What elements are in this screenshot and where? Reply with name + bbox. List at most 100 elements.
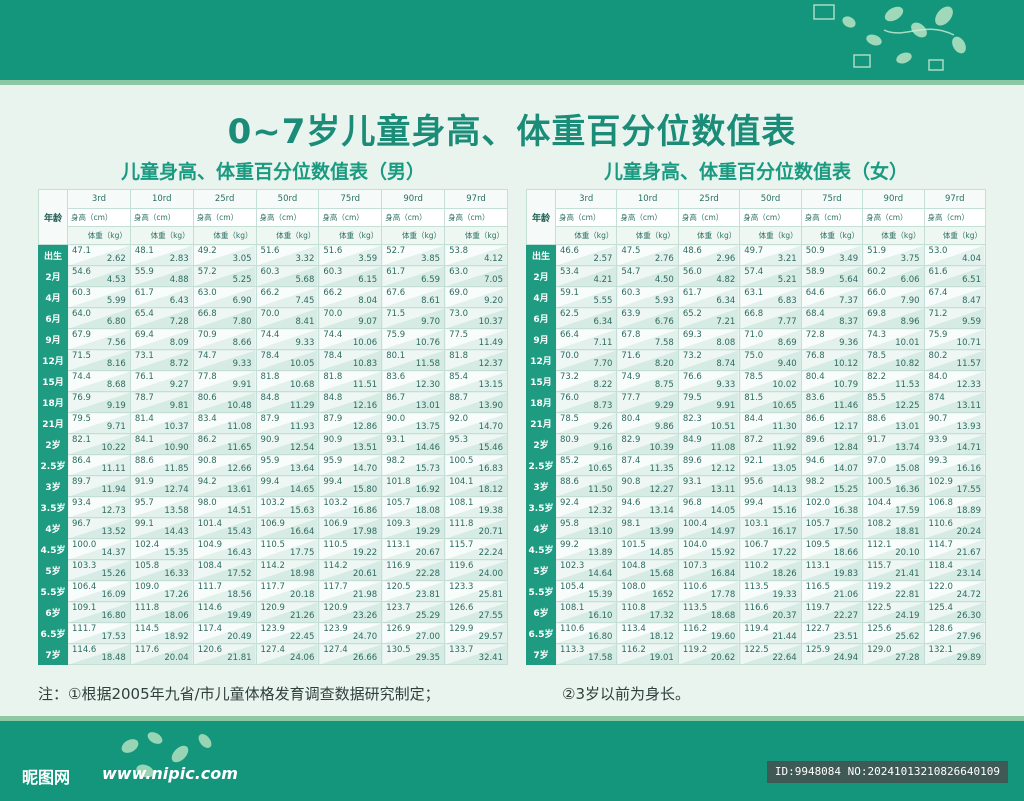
height-value: 108.0	[621, 582, 646, 592]
percentile-cell: 57.2 5.25	[192, 265, 257, 287]
weight-unit-label: 体重（kg）	[129, 226, 194, 245]
weight-value: 14.70	[352, 464, 378, 474]
weight-unit-label: 体重（kg）	[381, 226, 446, 245]
percentile-cell: 104.1 18.12	[444, 475, 508, 497]
cell-values: 60.3 5.93	[617, 287, 677, 307]
weight-value: 9.59	[962, 317, 981, 327]
cell-values: 100.5 16.83	[445, 455, 507, 475]
cell-values: 96.7 13.52	[68, 518, 130, 538]
age-label: 7岁	[526, 643, 556, 665]
weight-value: 23.26	[352, 611, 378, 621]
weight-value: 9.20	[484, 296, 503, 306]
weight-value: 16.38	[833, 506, 859, 516]
cell-values: 125.4 26.30	[925, 602, 985, 622]
percentile-cell: 90.8 12.66	[192, 454, 257, 476]
height-value: 74.3	[867, 330, 887, 340]
cell-values: 113.1 19.83	[802, 560, 862, 580]
weight-unit-label: 体重（kg）	[923, 226, 987, 245]
cell-values: 60.3 6.15	[319, 266, 381, 286]
cell-values: 97.0 15.08	[863, 455, 923, 475]
cell-values: 94.6 13.14	[617, 497, 677, 517]
weight-value: 13.51	[352, 443, 378, 453]
height-unit-label: 身高（cm）	[129, 208, 194, 227]
cell-values: 80.9 9.16	[556, 434, 616, 454]
percentile-cell: 61.7 6.59	[381, 265, 446, 287]
height-value: 85.5	[867, 393, 887, 403]
table-row: 6.5岁 110.6 16.80 113.4 18.12 116.2 19.60 119.4 2…	[526, 622, 987, 644]
height-value: 106.9	[260, 519, 285, 529]
weight-value: 10.48	[227, 401, 252, 411]
percentile-cell: 125.4 26.30	[923, 601, 987, 623]
weight-value: 8.66	[232, 338, 252, 348]
height-unit-label: 身高（cm）	[800, 208, 864, 227]
height-value: 122.5	[867, 603, 892, 613]
weight-value: 17.26	[164, 590, 189, 600]
weight-value: 11.49	[478, 338, 503, 348]
height-value: 70.0	[323, 309, 343, 319]
weight-value: 15.43	[227, 527, 252, 537]
percentile-cell: 105.8 16.33	[129, 559, 194, 581]
cell-values: 111.7 18.56	[194, 581, 256, 601]
weight-value: 8.47	[962, 296, 981, 306]
cell-values: 80.4 9.86	[617, 413, 677, 433]
height-value: 84.0	[928, 372, 948, 382]
table-row: 12月 71.5 8.16 73.1 8.72 74.7 9.33 78.4 10.05 78.4…	[38, 349, 508, 371]
height-value: 71.0	[744, 330, 764, 340]
table-row: 12月 70.0 7.70 71.6 8.20 73.2 8.74 75.0 9.40 76.8 1…	[526, 349, 987, 371]
height-value: 98.2	[386, 456, 406, 466]
weight-value: 16.80	[588, 632, 613, 642]
age-label: 7岁	[38, 643, 68, 665]
table-row: 6岁 108.1 16.10 110.8 17.32 113.5 18.68 116.6 20.…	[526, 601, 987, 623]
cell-values: 61.7 6.34	[679, 287, 739, 307]
percentile-cell: 123.9 24.70	[318, 622, 383, 644]
percentile-cell: 105.7 17.50	[800, 517, 864, 539]
percentile-cell: 77.5 11.49	[444, 328, 508, 350]
footnotes: 注：①根据2005年九省/市儿童体格发育调查数据研究制定； ②3岁以前为身长。	[38, 683, 998, 709]
weight-value: 8.75	[654, 380, 674, 390]
percentile-cell: 50.9 3.49	[800, 244, 864, 266]
weight-value: 8.72	[169, 359, 189, 369]
cell-values: 76.0 8.73	[556, 392, 616, 412]
percentile-cell: 123.9 22.45	[255, 622, 320, 644]
percentile-cell: 117.7 20.18	[255, 580, 320, 602]
percentile-cell: 67.8 7.58	[616, 328, 679, 350]
weight-value: 15.92	[710, 548, 736, 558]
height-value: 83.4	[197, 414, 217, 424]
height-value: 112.1	[867, 540, 892, 550]
percentile-cell: 109.1 16.80	[67, 601, 131, 623]
cell-values: 86.6 12.17	[802, 413, 862, 433]
weight-unit-label: 体重（kg）	[318, 226, 383, 245]
percentile-cell: 61.7 6.34	[677, 286, 741, 308]
cell-values: 106.4 16.09	[68, 581, 130, 601]
cell-values: 52.7 3.85	[382, 245, 444, 265]
height-value: 51.9	[867, 246, 887, 256]
image-id-label: ID:9948084 NO:20241013210826640109	[766, 761, 1008, 783]
percentile-cell: 104.4 17.59	[862, 496, 925, 518]
cell-values: 119.4 21.44	[740, 623, 800, 643]
weight-unit-label: 体重（kg）	[800, 226, 864, 245]
percentile-cell: 51.6 3.32	[255, 244, 320, 266]
weight-value: 8.37	[839, 317, 859, 327]
percentile-cell: 81.8 12.37	[444, 349, 508, 371]
table-row: 2岁 80.9 9.16 82.9 10.39 84.9 11.08 87.2 11.92 89.…	[526, 433, 987, 455]
height-value: 86.4	[72, 456, 91, 466]
cell-values: 103.2 16.86	[319, 497, 381, 517]
cell-values: 77.5 11.49	[445, 329, 507, 349]
height-unit-label: 身高（cm）	[255, 208, 320, 227]
table-row: 4.5岁 100.0 14.37 102.4 15.35 104.9 16.43 110.5 1…	[38, 538, 508, 560]
percentile-cell: 113.1 20.67	[381, 538, 446, 560]
table-row: 4月 60.3 5.99 61.7 6.43 63.0 6.90 66.2 7.45 66.2 8.…	[38, 286, 508, 308]
weight-value: 10.51	[710, 422, 736, 432]
cell-values: 83.6 11.46	[802, 392, 862, 412]
height-value: 117.6	[134, 645, 160, 655]
percentile-cell: 117.7 21.98	[318, 580, 383, 602]
height-value: 123.3	[449, 582, 474, 592]
percentile-cell: 113.4 18.12	[616, 622, 679, 644]
weight-value: 5.68	[295, 275, 315, 285]
cell-values: 117.7 20.18	[257, 581, 319, 601]
percentile-cell: 127.4 26.66	[318, 643, 383, 665]
cell-values: 90.9 13.51	[319, 434, 381, 454]
weight-value: 6.43	[169, 296, 189, 306]
height-value: 87.2	[744, 435, 764, 445]
height-value: 125.6	[867, 624, 892, 634]
